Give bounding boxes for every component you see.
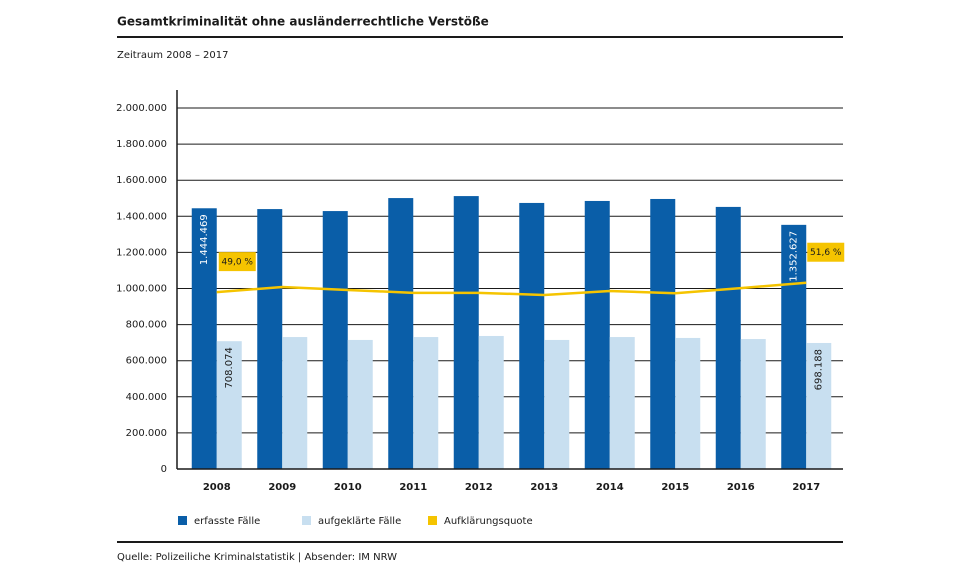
value-label: 49,0 % (222, 258, 254, 268)
bar (388, 198, 414, 469)
chart-subtitle: Zeitraum 2008 – 2017 (117, 50, 228, 61)
bar (322, 211, 348, 470)
x-tick-label: 2013 (530, 482, 558, 493)
y-tick-label: 600.000 (126, 356, 167, 367)
bar (806, 342, 832, 469)
y-tick-label: 800.000 (126, 320, 167, 331)
y-tick-label: 1.000.000 (116, 284, 167, 295)
bar (257, 209, 283, 469)
x-tick-label: 2015 (661, 482, 689, 493)
y-tick-label: 200.000 (126, 428, 167, 439)
x-tick-label: 2014 (596, 482, 624, 493)
bar (191, 208, 217, 469)
bar (584, 200, 610, 469)
x-tick-label: 2016 (727, 482, 755, 493)
legend-label: erfasste Fälle (194, 516, 260, 527)
bar (519, 202, 545, 469)
y-tick-label: 2.000.000 (116, 103, 167, 114)
legend-label: aufgeklärte Fälle (318, 516, 401, 527)
x-tick-label: 2012 (465, 482, 493, 493)
bar (282, 337, 308, 469)
legend-swatch (178, 516, 187, 525)
value-label: 698.188 (814, 349, 825, 390)
chart-title: Gesamtkriminalität ohne ausländerrechtli… (117, 15, 489, 29)
bar (347, 339, 373, 469)
bar (478, 335, 504, 469)
bar (781, 224, 807, 469)
source: Quelle: Polizeiliche Kriminalstatistik |… (117, 552, 397, 563)
y-tick-label: 1.400.000 (116, 211, 167, 222)
y-tick-label: 1.200.000 (116, 247, 167, 258)
y-tick-label: 1.600.000 (116, 175, 167, 186)
line (216, 281, 807, 297)
y-tick-label: 1.800.000 (116, 139, 167, 150)
y-tick-label: 0 (161, 464, 167, 475)
x-tick-label: 2008 (203, 482, 231, 493)
value-label: 1.444.469 (199, 214, 210, 265)
value-label: 708.074 (224, 347, 235, 388)
value-label-box (807, 242, 845, 262)
bar (453, 196, 479, 470)
legend-swatch (302, 516, 311, 525)
y-tick-label: 400.000 (126, 392, 167, 403)
bar (740, 339, 766, 469)
value-label: 1.352.627 (789, 231, 800, 282)
x-tick-label: 2009 (268, 482, 296, 493)
bar (413, 337, 439, 469)
value-label: 51,6 % (810, 248, 842, 258)
x-tick-label: 2017 (792, 482, 820, 493)
bar (544, 339, 570, 469)
bar (715, 206, 741, 469)
bar (609, 337, 635, 469)
legend-swatch (428, 516, 437, 525)
bar (675, 337, 701, 469)
x-tick-label: 2010 (334, 482, 362, 493)
x-tick-label: 2011 (399, 482, 427, 493)
bar (650, 198, 676, 470)
bar (216, 341, 242, 469)
legend-label: Aufklärungsquote (444, 516, 533, 527)
value-label-box (218, 252, 256, 272)
